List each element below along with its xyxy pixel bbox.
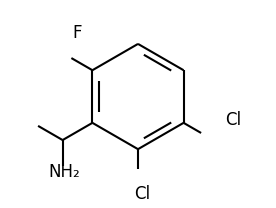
Text: F: F [72, 24, 82, 42]
Text: Cl: Cl [225, 111, 241, 129]
Text: NH₂: NH₂ [48, 163, 80, 181]
Text: Cl: Cl [134, 184, 150, 203]
